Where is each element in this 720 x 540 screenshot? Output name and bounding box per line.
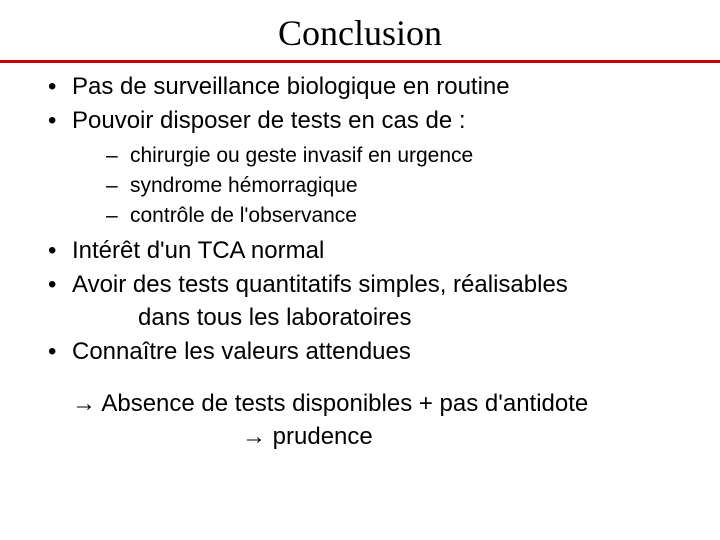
slide-body: Pas de surveillance biologique en routin… [0,71,720,453]
sub-bullet-item: chirurgie ou geste invasif en urgence [106,142,692,170]
sub-bullet-list: chirurgie ou geste invasif en urgence sy… [72,142,692,231]
bullet-item: Pouvoir disposer de tests en cas de : ch… [42,105,692,230]
bullet-text: Avoir des tests quantitatifs simples, ré… [72,271,568,298]
conclusion-text: prudence [266,423,373,450]
sub-bullet-text: syndrome hémorragique [130,174,358,197]
bullet-item: Avoir des tests quantitatifs simples, ré… [42,269,692,334]
bullet-item: Intérêt d'un TCA normal [42,235,692,267]
slide-title: Conclusion [0,12,720,54]
sub-bullet-item: syndrome hémorragique [106,172,692,200]
sub-bullet-text: contrôle de l'observance [130,204,357,227]
slide: Conclusion Pas de surveillance biologiqu… [0,12,720,540]
bullet-item: Pas de surveillance biologique en routin… [42,71,692,103]
arrow-icon: → [242,423,266,450]
title-underline [0,60,720,63]
bullet-item: Connaître les valeurs attendues [42,336,692,368]
sub-bullet-item: contrôle de l'observance [106,202,692,230]
bullet-text: Pouvoir disposer de tests en cas de : [72,107,466,134]
bullet-text-continuation: dans tous les laboratoires [72,302,692,334]
conclusion-text: Absence de tests disponibles + pas d'ant… [96,390,588,417]
bullet-text: Pas de surveillance biologique en routin… [72,73,510,100]
sub-bullet-text: chirurgie ou geste invasif en urgence [130,144,473,167]
arrow-icon: → [72,390,96,417]
conclusion-line-continuation: → prudence [42,421,692,453]
spacer [42,370,692,388]
bullet-text: Intérêt d'un TCA normal [72,237,324,264]
bullet-text: Connaître les valeurs attendues [72,338,411,365]
bullet-list: Pas de surveillance biologique en routin… [42,71,692,368]
conclusion-line: → Absence de tests disponibles + pas d'a… [42,388,692,420]
